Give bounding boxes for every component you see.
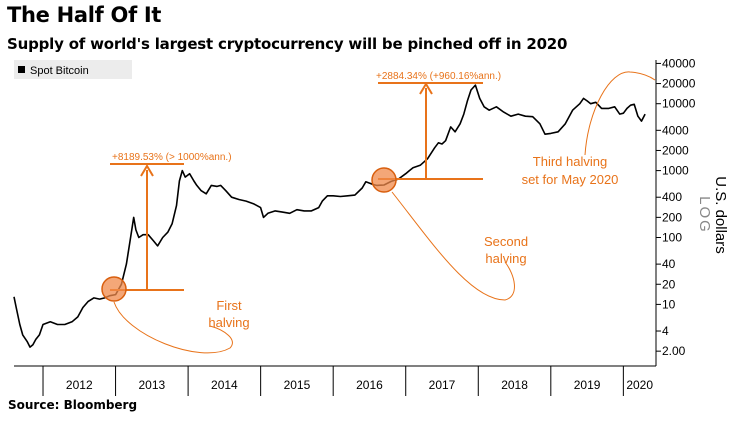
legend-background [14,60,132,79]
x-tick-label: 2013 [138,378,165,392]
y-tick-label: 10000 [662,97,696,111]
y-axis-ticks: 40000 20000 10000 4000 2000 1000 400 200 100 40 20… [656,56,696,358]
third-halving-label-line2: set for May 2020 [522,172,619,187]
second-halving-label-line2: halving [485,251,526,266]
annotation-first-gain [110,163,184,291]
source-note: Source: Bloomberg [8,398,138,412]
x-tick-label: 2020 [626,378,653,392]
y-tick-label: 2.00 [662,344,686,358]
y-tick-label: 4 [662,324,669,338]
y-tick-label: 20 [662,277,676,291]
chart-subtitle: Supply of world's largest cryptocurrency… [7,35,568,53]
y-tick-label: 400 [662,190,682,204]
x-tick-label: 2016 [356,378,383,392]
first-halving-label-line2: halving [208,315,249,330]
x-axis-ticks: 2012 2013 2014 2015 2016 2017 2018 2019 2020 [42,366,653,396]
y-tick-label: 2000 [662,143,689,157]
second-halving-callout-curve [391,191,515,301]
series-line-spot-bitcoin [13,84,646,348]
second-gain-label: +2884.34% (+960.16%ann.) [376,71,501,82]
x-tick-label: 2012 [66,378,93,392]
x-tick-label: 2015 [284,378,311,392]
x-tick-label: 2014 [211,378,238,392]
x-tick-label: 2018 [501,378,528,392]
first-halving-marker [101,276,127,302]
y-tick-label: 200 [662,210,682,224]
y-tick-label: 4000 [662,123,689,137]
first-halving-label: First [216,298,242,313]
third-halving-label: Third halving [533,154,607,169]
first-halving-callout-curve [113,301,233,354]
first-gain-arrow-head [140,164,154,177]
y-tick-label: 1000 [662,164,689,178]
annotation-second-gain [378,82,483,180]
second-gain-arrow-head [419,82,433,95]
y-axis-label: U.S. dollars [712,176,729,254]
x-tick-label: 2019 [574,378,601,392]
second-halving-label: Second [484,234,528,249]
y-tick-label: 100 [662,230,682,244]
y-tick-label: 10 [662,297,676,311]
legend: Spot Bitcoin [14,60,132,79]
chart-title: The Half Of It [7,3,162,27]
y-scale-label: LOG [696,196,713,234]
y-tick-label: 20000 [662,77,696,91]
x-tick-label: 2017 [429,378,456,392]
legend-label: Spot Bitcoin [30,65,89,77]
legend-swatch [18,66,25,73]
second-halving-marker [371,167,397,193]
third-halving-callout-curve [584,71,656,156]
y-tick-label: 40 [662,257,676,271]
y-tick-label: 40000 [662,56,696,70]
first-gain-label: +8189.53% (> 1000%ann.) [112,152,232,163]
